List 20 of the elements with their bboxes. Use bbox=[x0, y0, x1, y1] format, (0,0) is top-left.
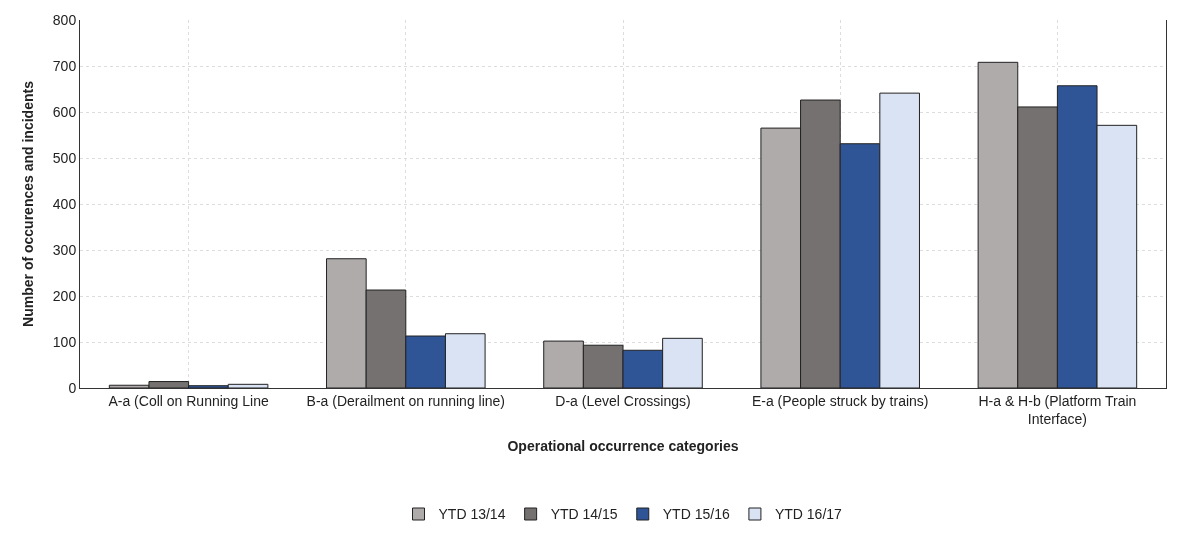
y-tick-label: 300 bbox=[52, 241, 77, 258]
y-tick-label: 100 bbox=[52, 333, 77, 350]
x-tick-label: H-a & H-b (Platform Train Interface) bbox=[978, 392, 1137, 427]
y-tick-label: 700 bbox=[52, 57, 77, 74]
x-tick-label: E-a (People struck by trains) bbox=[751, 392, 929, 409]
y-tick-label: 0 bbox=[68, 379, 77, 396]
legend-label: YTD 14/15 bbox=[550, 506, 618, 523]
y-tick-label: 200 bbox=[52, 287, 77, 304]
y-tick-label: 600 bbox=[52, 103, 77, 120]
y-tick-label: 400 bbox=[52, 195, 77, 212]
y-axis-title: Number of occurences and incidents bbox=[20, 80, 37, 327]
x-axis-title: Operational occurrence categories bbox=[507, 438, 739, 455]
y-tick-label: 800 bbox=[52, 11, 77, 28]
x-tick-label: B-a (Derailment on running line) bbox=[306, 392, 506, 409]
legend-label: YTD 16/17 bbox=[774, 506, 843, 523]
x-tick-label: D-a (Level Crossings) bbox=[555, 392, 691, 409]
x-tick-label: A-a (Coll on Running Line bbox=[108, 392, 269, 409]
legend-label: YTD 13/14 bbox=[438, 506, 506, 523]
legend-label: YTD 15/16 bbox=[662, 506, 730, 523]
y-tick-label: 500 bbox=[52, 149, 77, 166]
